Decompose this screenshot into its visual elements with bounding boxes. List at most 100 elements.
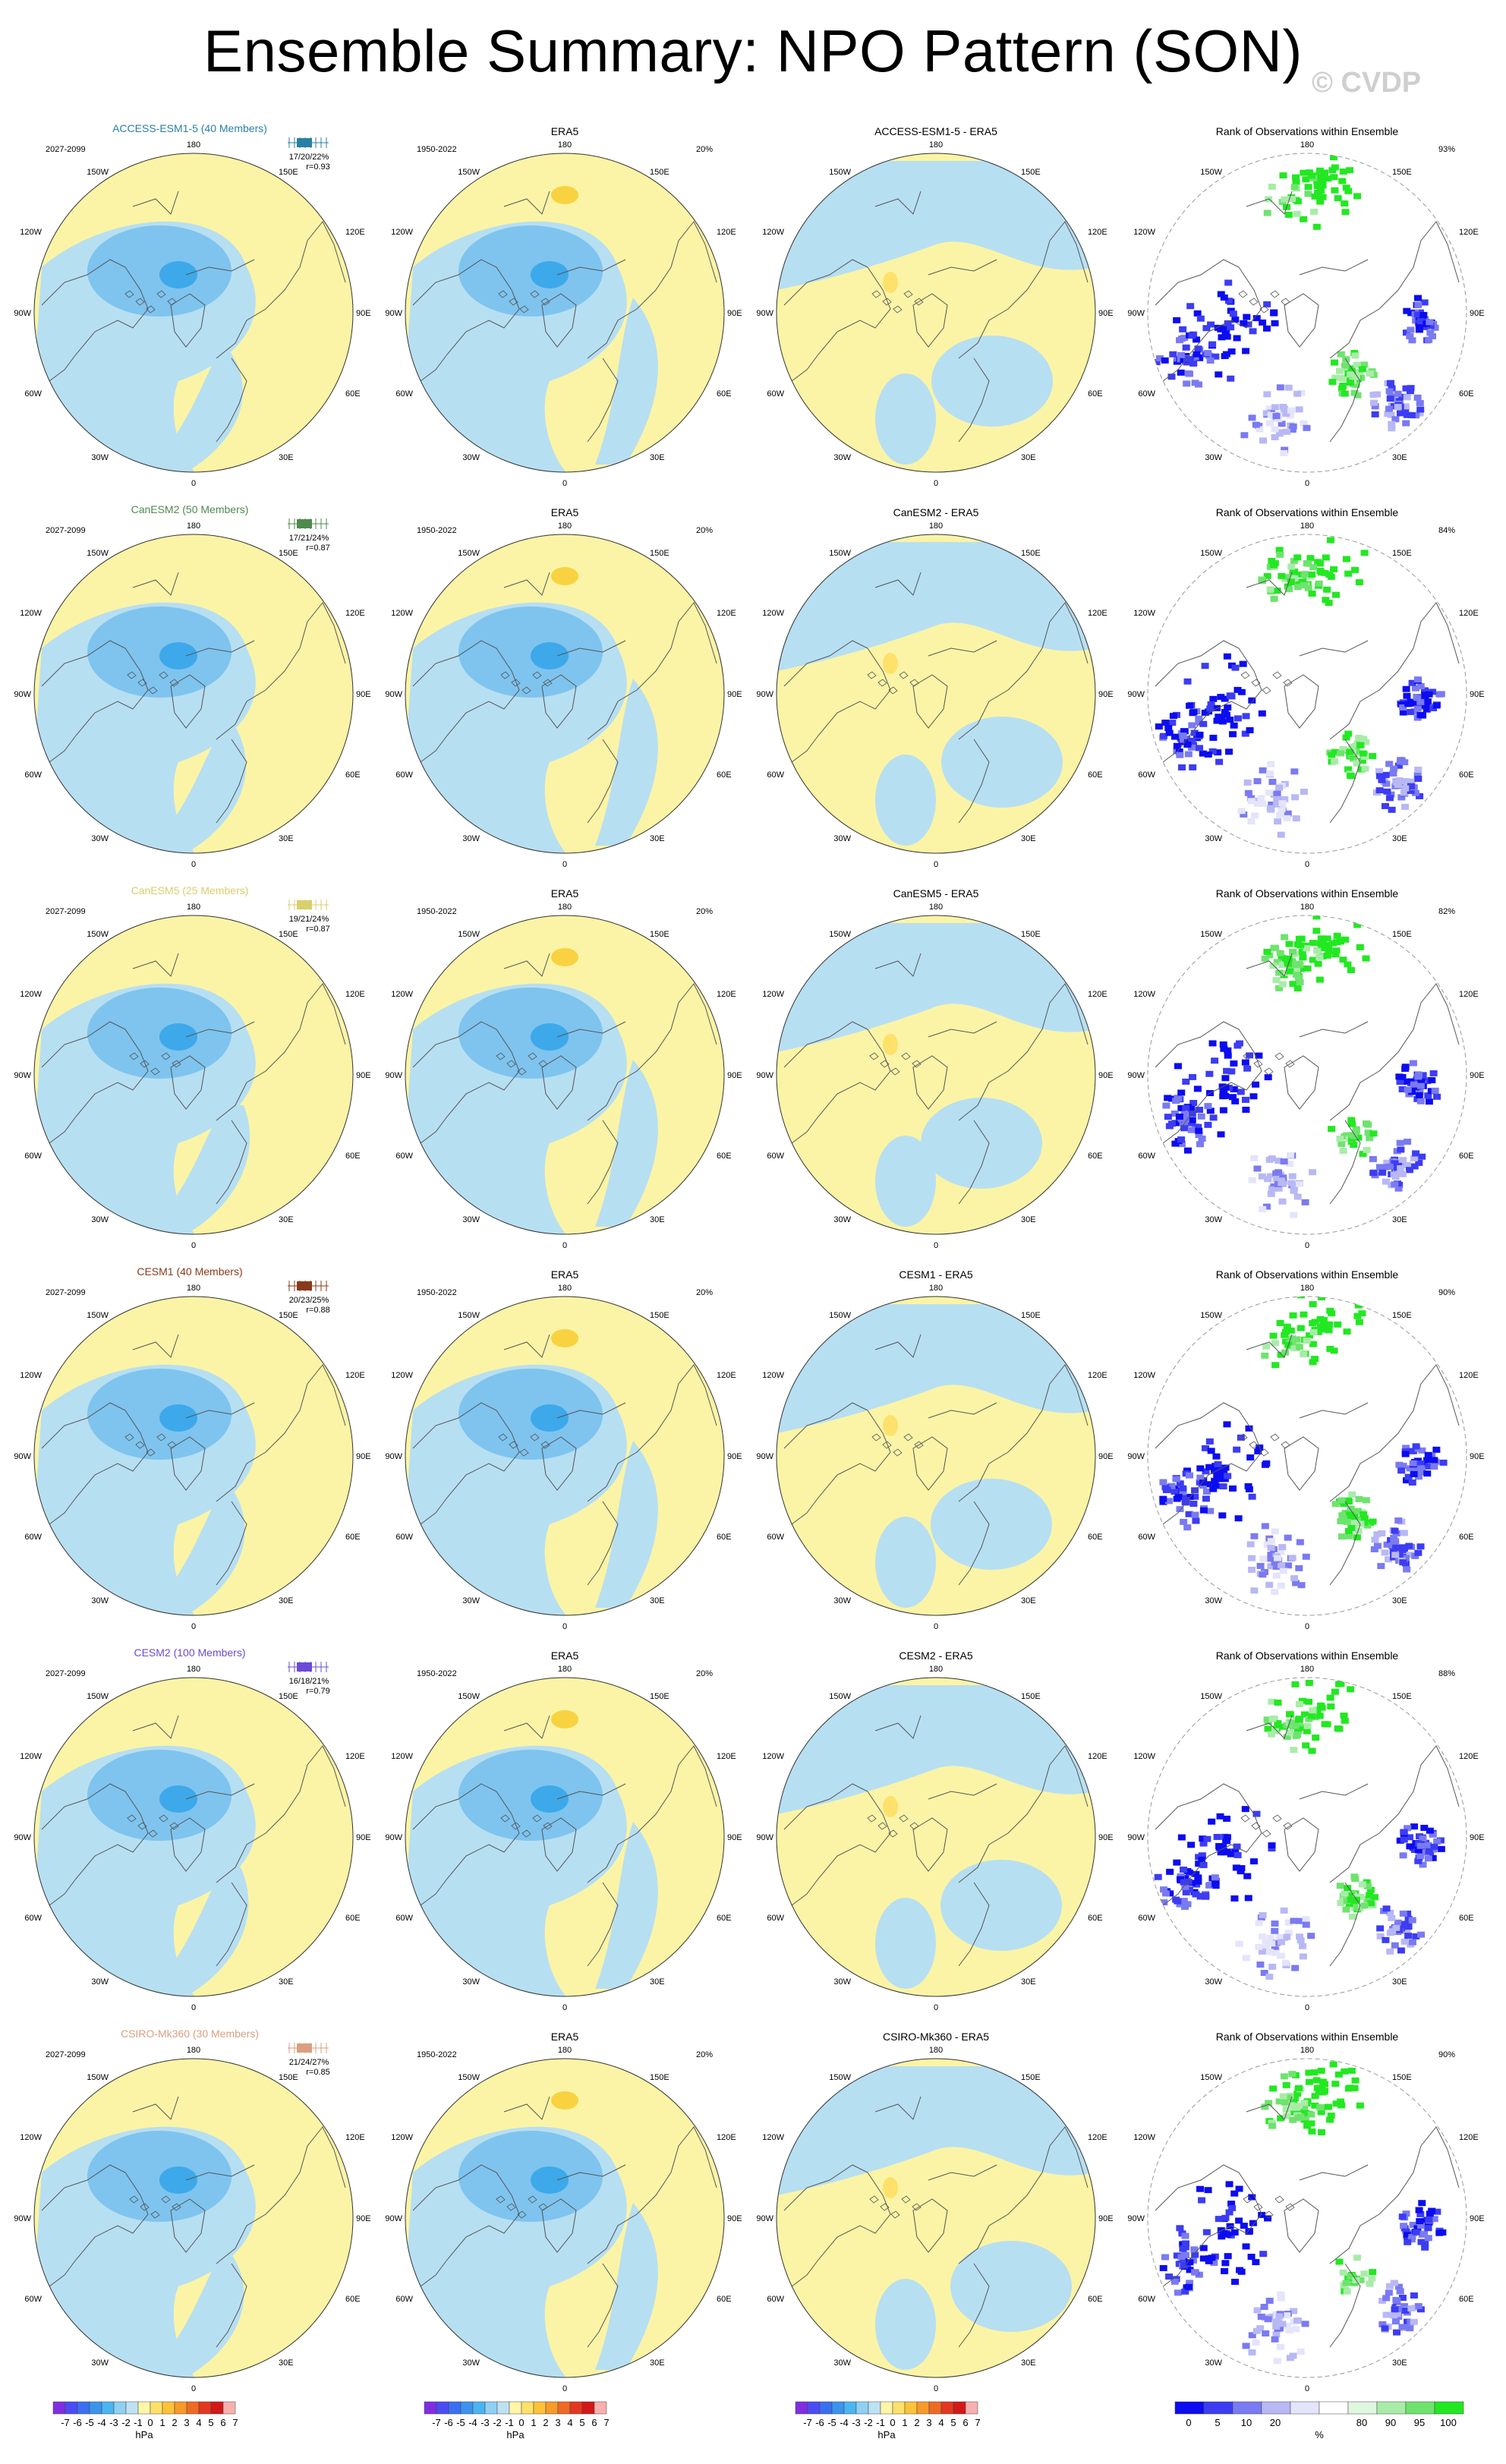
coastline xyxy=(412,1021,520,1144)
rank-cell xyxy=(1259,578,1267,584)
rank-cell xyxy=(1416,318,1425,325)
lon-label-t_right: 150E xyxy=(1021,930,1041,939)
colorbar-swatch xyxy=(594,2401,607,2415)
rank-cell xyxy=(1262,2330,1270,2336)
rank-cell xyxy=(1192,1891,1200,1898)
arctic-island xyxy=(129,2195,139,2204)
rank-cell xyxy=(1355,1319,1363,1325)
lon-label-t_left: 150W xyxy=(87,549,109,558)
colorbar-swatch xyxy=(1347,2401,1378,2415)
rank-cell xyxy=(1387,791,1395,798)
rank-cell xyxy=(1378,2321,1387,2327)
rank-cell xyxy=(1241,1096,1249,1103)
rank-cell xyxy=(1297,389,1306,396)
rank-cell xyxy=(1302,1553,1310,1560)
obs-title: ERA5 xyxy=(551,2031,579,2043)
rank-cell xyxy=(1248,1555,1256,1561)
arctic-island xyxy=(172,2203,181,2211)
lon-label-m_right: 90E xyxy=(1098,1071,1114,1080)
rank-cell xyxy=(1378,2297,1387,2304)
rank-cell xyxy=(1430,2216,1438,2223)
diff-blue-atlantic xyxy=(875,373,936,465)
colorbar-tick: 1 xyxy=(159,2417,165,2428)
rank-cell xyxy=(1241,1806,1249,1813)
map-body xyxy=(405,1297,724,1615)
rank-cell xyxy=(1391,1942,1399,1949)
rank-cell xyxy=(1293,554,1302,561)
coastline xyxy=(1246,1334,1293,1358)
rank-cell xyxy=(1378,1169,1387,1176)
rank-cell xyxy=(1290,558,1298,565)
rank-cell xyxy=(1267,1552,1275,1558)
rank-cell xyxy=(1191,2251,1199,2258)
rank-cell xyxy=(1416,1089,1424,1095)
rank-cell xyxy=(1211,1467,1219,1474)
rank-cell xyxy=(1347,1892,1356,1899)
rank-cell xyxy=(1268,1155,1276,1162)
rank-cell xyxy=(1177,1089,1186,1096)
lon-label-b_left: 30W xyxy=(91,2358,109,2368)
rank-cell xyxy=(1242,1955,1250,1961)
coastline xyxy=(912,1436,948,1491)
rank-cell xyxy=(1415,326,1423,333)
coastline xyxy=(958,1745,1089,1883)
rank-cell xyxy=(1362,955,1370,962)
rank-cell xyxy=(1275,1934,1284,1941)
rank-cell xyxy=(1325,948,1333,955)
lon-label-m_left: 90W xyxy=(1127,309,1145,318)
lon-label-t_right: 150E xyxy=(650,168,670,177)
rank-cell xyxy=(1290,768,1299,775)
rank-cell xyxy=(1180,335,1189,342)
center-low xyxy=(159,1023,197,1051)
map-outline xyxy=(1147,153,1467,473)
rank-cell xyxy=(1400,2303,1409,2310)
coastline xyxy=(958,2263,990,2348)
rank-cell xyxy=(1189,1099,1198,1106)
lon-label-ut_right: 120E xyxy=(717,609,736,618)
colorbar-swatch xyxy=(89,2401,102,2415)
lon-label-bottom: 0 xyxy=(1305,479,1309,488)
rank-cell xyxy=(1169,351,1177,358)
rank-cell xyxy=(1321,1721,1329,1728)
rank-cell xyxy=(1286,964,1294,971)
lon-label-top: 180 xyxy=(558,903,572,912)
rank-cell xyxy=(1255,1052,1263,1059)
rank-cell xyxy=(1237,688,1246,695)
map-body xyxy=(34,153,353,472)
panel-model-5: CSIRO-Mk360 (30 Members)2027-209921/24/2… xyxy=(14,2028,370,2393)
lon-label-ut_left: 120W xyxy=(762,2133,784,2142)
coastline xyxy=(556,259,626,276)
rank-cell xyxy=(1386,1948,1394,1955)
rank-cell xyxy=(1402,420,1410,427)
diff-blue-atlantic xyxy=(875,1898,936,1989)
rank-cell xyxy=(1388,421,1396,427)
arctic-island xyxy=(912,2203,922,2211)
lon-label-b_right: 30E xyxy=(1021,453,1036,462)
colorbar-swatch xyxy=(113,2401,127,2415)
arctic-island xyxy=(498,290,508,298)
lon-label-t_right: 150E xyxy=(1021,549,1041,558)
lon-label-t_right: 150E xyxy=(650,2073,670,2082)
rank-cell xyxy=(1198,1856,1206,1863)
lon-label-top: 180 xyxy=(929,903,943,912)
lon-label-m_left: 90W xyxy=(14,1071,31,1080)
rank-cell xyxy=(1346,2084,1354,2091)
rank-cell xyxy=(1291,1681,1300,1687)
colorbar-swatch xyxy=(1376,2401,1407,2415)
arctic-island xyxy=(124,290,134,298)
rank-cell xyxy=(1221,1075,1230,1082)
rank-cell xyxy=(1394,1517,1403,1524)
rank-cell xyxy=(1181,1496,1189,1503)
rank-cell xyxy=(1336,1136,1344,1142)
coastline xyxy=(556,1783,626,1800)
rank-cell xyxy=(1423,1470,1432,1477)
map-outline xyxy=(405,534,725,854)
coastline xyxy=(874,572,922,596)
coastline xyxy=(556,640,626,657)
panel-rank-5: Rank of Observations within Ensemble90%1… xyxy=(1127,2031,1484,2393)
arctic-island xyxy=(161,1052,171,1060)
rank-cell xyxy=(1223,333,1231,340)
rank-cell xyxy=(1341,1717,1349,1724)
